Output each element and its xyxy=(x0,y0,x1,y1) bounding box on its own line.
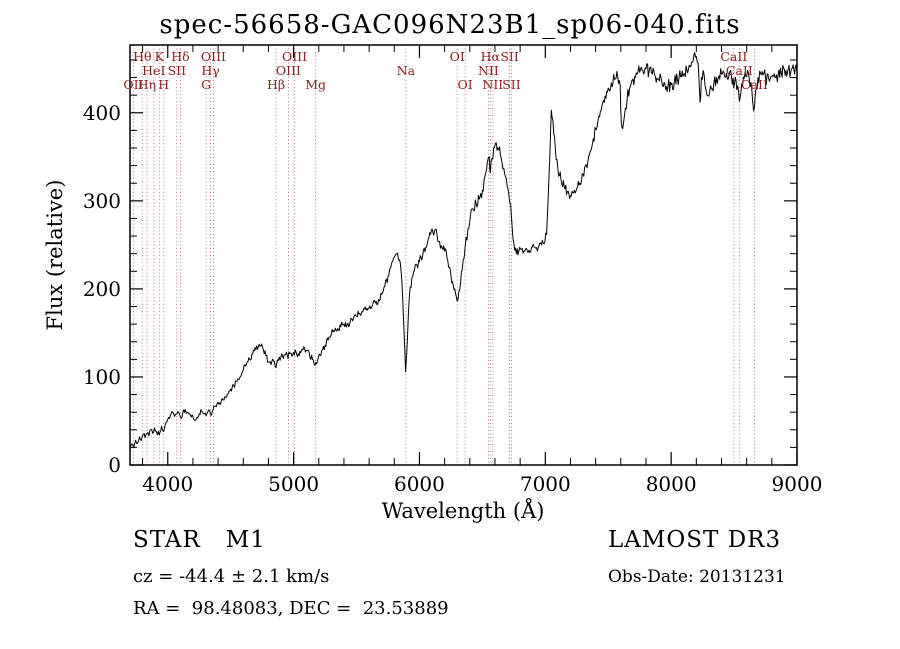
spectral-line-label: OIII xyxy=(276,63,301,78)
spectral-line-label: Na xyxy=(397,63,416,78)
spectral-line-label: CaII xyxy=(741,77,768,92)
spectral-line-label: OI xyxy=(458,77,473,92)
radial-velocity-label: cz = -44.4 ± 2.1 km/s xyxy=(133,566,330,587)
plot-title: spec-56658-GAC096N23B1_sp06-040.fits xyxy=(159,10,741,40)
spectral-line-label: SII xyxy=(502,77,521,92)
spectral-line-label: H xyxy=(158,77,169,92)
y-tick-label: 400 xyxy=(83,101,121,125)
ra-dec-label: RA = 98.48083, DEC = 23.53889 xyxy=(133,598,449,619)
spectral-line-label: OI xyxy=(450,49,465,64)
spectrum-line xyxy=(129,52,798,451)
x-tick-label: 4000 xyxy=(142,472,193,496)
spectral-line-label: CaII xyxy=(726,63,753,78)
spectral-line-label: K xyxy=(155,49,165,64)
x-axis-title: Wavelength (Å) xyxy=(382,498,545,523)
x-tick-label: 7000 xyxy=(520,472,571,496)
spectral-line-label: Hα xyxy=(481,49,501,64)
spectral-line-label: NII xyxy=(482,77,503,92)
y-tick-label: 100 xyxy=(83,365,121,389)
obs-date-label: Obs-Date: 20131231 xyxy=(608,567,786,587)
x-tick-label: 8000 xyxy=(646,472,697,496)
spectral-line-label: Hγ xyxy=(201,63,219,78)
spectral-line-label: CaII xyxy=(720,49,747,64)
spectral-line-label: Mg xyxy=(305,77,326,92)
y-axis-title: Flux (relative) xyxy=(43,180,67,331)
x-tick-label: 5000 xyxy=(268,472,319,496)
spectral-line-label: SII xyxy=(168,63,187,78)
spectral-line-label: NII xyxy=(478,63,499,78)
plot-border xyxy=(129,44,798,466)
spectral-line-label: OIII xyxy=(282,49,307,64)
spectral-line-label: Hβ xyxy=(267,77,285,92)
object-class-label: STAR M1 xyxy=(133,527,266,553)
y-tick-label: 200 xyxy=(83,277,121,301)
spectral-line-label: OIII xyxy=(201,49,226,64)
x-tick-label: 9000 xyxy=(772,472,823,496)
spectral-line-label: Hδ xyxy=(171,49,189,64)
spectral-line-label: G xyxy=(201,77,211,92)
y-tick-label: 300 xyxy=(83,189,121,213)
x-tick-label: 6000 xyxy=(394,472,445,496)
survey-release-label: LAMOST DR3 xyxy=(608,527,782,553)
spectral-line-label: Hθ xyxy=(133,49,151,64)
spectral-line-label: SII xyxy=(500,49,519,64)
spectral-line-label: HeI xyxy=(142,63,165,78)
spectral-line-label: OII xyxy=(123,77,143,92)
y-tick-label: 0 xyxy=(108,453,121,477)
spectral-line-label: Hη xyxy=(138,77,156,92)
